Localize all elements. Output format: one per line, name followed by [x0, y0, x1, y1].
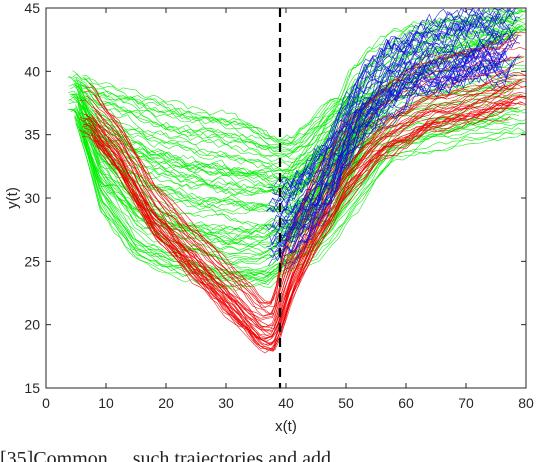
trajectory-2-0-39: [276, 14, 500, 212]
x-tick-label: 80: [518, 395, 534, 411]
trajectory-1-0-36: [93, 103, 511, 350]
x-axis-label: x(t): [275, 418, 297, 435]
trajectory-1-0-26: [85, 46, 526, 309]
trajectory-1-0-11: [93, 102, 523, 343]
trajectory-1-0-30: [87, 95, 526, 340]
trajectory-0-1-9: [74, 115, 514, 287]
trajectory-2-0-35: [271, 32, 513, 232]
trajectory-0-1-23: [67, 87, 515, 261]
trajectory-1-0-13: [93, 34, 522, 304]
trajectory-1-0-29: [83, 96, 526, 344]
trajectory-2-0-26: [270, 53, 501, 243]
y-tick-label: 20: [24, 317, 40, 333]
y-tick-label: 15: [24, 380, 40, 396]
trajectory-2-0-37: [281, 29, 506, 226]
trajectory-2-0-38: [280, 37, 513, 237]
figure-caption: [35]Common ... such trajectories and add: [0, 448, 332, 462]
trajectory-2-0-28: [269, 50, 503, 247]
y-tick-label: 45: [24, 0, 40, 16]
trajectory-0-2-20: [291, 10, 526, 169]
x-tick-label: 60: [398, 395, 414, 411]
y-tick-label: 40: [24, 63, 40, 79]
trajectory-0-2-18: [282, 8, 513, 177]
trajectory-0-2-17: [285, 9, 526, 184]
trajectory-0-0-21: [73, 80, 366, 160]
trajectory-1-0-6: [93, 55, 522, 315]
trajectory-2-0-36: [275, 43, 497, 248]
y-tick-label: 30: [24, 190, 40, 206]
trajectory-0-0-9: [73, 80, 370, 153]
x-tick-label: 50: [338, 395, 354, 411]
x-tick-label: 20: [158, 395, 174, 411]
y-tick-label: 35: [24, 127, 40, 143]
trajectory-2-0-25: [274, 63, 503, 257]
trajectory-1-0-38: [83, 101, 526, 351]
x-tick-label: 0: [42, 395, 50, 411]
trajectory-0-0-26: [78, 79, 366, 144]
axes: 0 10 20 30 40 50 60 70 80 15 20 25 30 35 40 45: [24, 0, 534, 411]
trajectory-0-0-45: [72, 70, 387, 145]
trajectory-1-0-19: [91, 76, 517, 328]
trajectory-2-0-32: [269, 44, 512, 259]
trajectory-2-0-6: [273, 8, 512, 189]
trajectory-2-0-33: [280, 60, 513, 265]
trajectory-2-0-1: [279, 26, 518, 226]
x-tick-label: 30: [218, 395, 234, 411]
trajectory-0-0-53: [81, 85, 365, 153]
x-tick-label: 10: [98, 395, 114, 411]
trajectory-1-0-39: [79, 85, 511, 335]
trajectory-1-0-37: [92, 94, 526, 352]
trajectory-2-0-24: [269, 21, 498, 229]
trajectory-1-0-33: [86, 79, 521, 332]
trajectory-0-0-50: [67, 73, 377, 148]
trajectory-0-1-26: [74, 115, 525, 278]
trajectory-2-0-17: [267, 52, 508, 253]
trajectory-lines: [67, 8, 526, 354]
trajectory-0-1-2: [75, 122, 525, 292]
trajectory-0-1-13: [79, 132, 526, 290]
x-tick-label: 40: [278, 395, 294, 411]
trajectory-1-0-35: [90, 74, 526, 328]
y-axis-label: y(t): [4, 187, 21, 209]
trajectory-2-0-16: [281, 8, 517, 211]
trajectory-1-0-32: [83, 42, 520, 305]
trajectory-1-0-31: [83, 95, 526, 341]
trajectory-0-0-35: [83, 77, 368, 141]
y-tick-label: 25: [24, 253, 40, 269]
trajectory-chart: 0 10 20 30 40 50 60 70 80 15 20 25 30 35 40 45 x(t) y(t…: [4, 0, 534, 435]
trajectory-2-0-29: [268, 8, 516, 198]
trajectory-2-0-18: [271, 39, 504, 232]
trajectory-0-2-12: [279, 17, 512, 200]
trajectory-2-0-13: [273, 52, 503, 253]
x-tick-label: 70: [458, 395, 474, 411]
trajectory-2-0-31: [272, 8, 487, 204]
trajectory-2-0-12: [265, 19, 499, 214]
trajectory-0-1-4: [82, 116, 513, 282]
